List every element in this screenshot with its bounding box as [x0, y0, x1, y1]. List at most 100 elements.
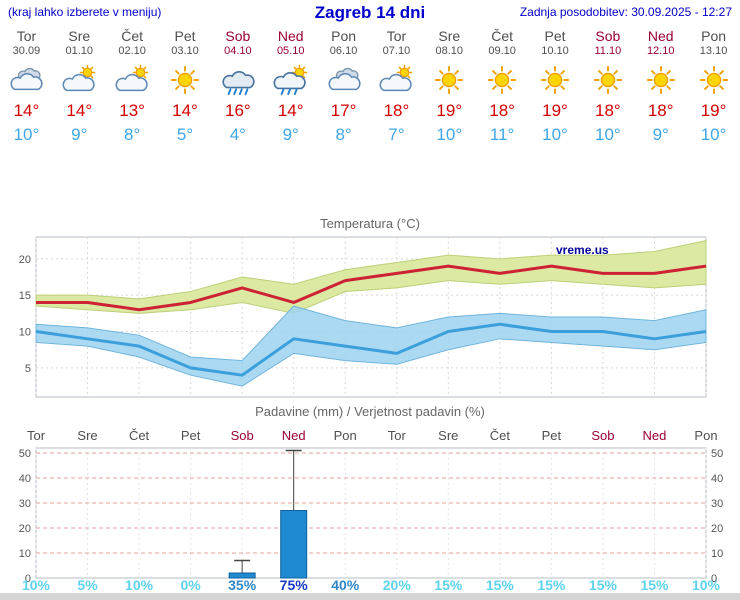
- min-temperature: 10°: [542, 125, 568, 144]
- forecast-day-column: Ned 12.10 18° 9°: [634, 28, 687, 145]
- min-temperature: 10°: [13, 125, 40, 144]
- min-temperature: 9°: [71, 125, 88, 144]
- precip-bar: [228, 572, 256, 579]
- day-name: Čet: [121, 28, 144, 44]
- precip-probability: 5%: [77, 577, 98, 593]
- day-date: 06.10: [329, 45, 358, 57]
- svg-text:40: 40: [711, 473, 723, 485]
- day-date: 03.10: [171, 45, 199, 57]
- day-name: Čet: [491, 28, 514, 44]
- day-name: Sob: [595, 28, 621, 44]
- min-temperature: 10°: [700, 125, 727, 144]
- last-update-timestamp: Zadnja posodobitev: 30.09.2025 - 12:27: [519, 5, 732, 19]
- day-name: Pet: [174, 28, 196, 44]
- forecast-day-column: Čet 02.10 13° 8°: [106, 28, 159, 145]
- precip-day-label: Ned: [642, 428, 667, 443]
- svg-text:10: 10: [19, 327, 31, 339]
- min-temperature: 8°: [335, 125, 352, 144]
- min-temperature: 9°: [282, 125, 299, 144]
- max-temperature: 18°: [594, 101, 621, 120]
- sun-cloud-icon: [377, 64, 415, 96]
- sun-rain-icon: [272, 64, 310, 96]
- precip-probability: 10%: [125, 577, 154, 593]
- svg-text:5: 5: [25, 363, 31, 375]
- min-temp-band: [35, 305, 707, 387]
- day-name: Sre: [68, 28, 91, 44]
- min-temperature: 4°: [229, 125, 246, 144]
- location-menu-hint: (kraj lahko izberete v meniju): [8, 5, 162, 19]
- precip-bar: [280, 510, 308, 579]
- sun-cloud-icon: [60, 64, 98, 96]
- max-temperature: 19°: [700, 101, 727, 120]
- max-temperature: 19°: [542, 101, 568, 120]
- day-date: 01.10: [65, 45, 94, 57]
- day-name: Sob: [225, 28, 251, 44]
- day-date: 08.10: [435, 45, 464, 57]
- svg-text:50: 50: [711, 448, 723, 460]
- precip-day-label: Tor: [387, 428, 406, 443]
- day-date: 07.10: [382, 45, 411, 57]
- forecast-strip: Tor 30.09 14° 10° Sre 01.10 14° 9° Čet 0…: [0, 28, 740, 145]
- forecast-day-column: Sre 08.10 19° 10°: [423, 28, 476, 145]
- day-date: 09.10: [488, 45, 516, 57]
- temperature-chart-title: Temperatura (°C): [320, 216, 420, 231]
- precip-probability: 15%: [537, 577, 566, 593]
- forecast-day-column: Tor 30.09 14° 10°: [0, 28, 53, 145]
- precip-day-label: Pet: [180, 428, 201, 443]
- day-name: Tor: [16, 28, 37, 44]
- min-temperature: 9°: [652, 125, 669, 144]
- day-date: 30.09: [12, 45, 41, 57]
- svg-text:40: 40: [19, 473, 31, 485]
- svg-text:10: 10: [711, 548, 723, 560]
- day-name: Sre: [438, 28, 461, 44]
- cloudy-icon: [7, 64, 45, 96]
- precip-probability: 10%: [21, 577, 51, 593]
- min-temperature: 5°: [176, 125, 194, 144]
- day-date: 13.10: [699, 45, 728, 57]
- svg-text:0: 0: [25, 573, 31, 584]
- min-temperature: 10°: [436, 125, 463, 144]
- precipitation-chart: 0 0 10 10 20 20 30 30 40 40 50 50: [19, 447, 723, 584]
- rain-icon: [219, 64, 257, 96]
- temperature-chart: 5 10 15 20 vreme.us: [19, 236, 707, 398]
- sun-cloud-icon: [113, 64, 151, 96]
- day-date: 05.10: [276, 45, 305, 57]
- svg-text:20: 20: [711, 523, 723, 535]
- min-temperature: 7°: [388, 125, 405, 144]
- precip-probability-row: 10% 5% 10% 0% 35% 75% 40% 20% 15% 15% 15% 15% 15% 10%: [0, 577, 740, 593]
- max-temperature: 18°: [383, 101, 410, 120]
- precip-day-label: Pon: [694, 428, 718, 443]
- sunny-icon: [642, 64, 680, 96]
- precip-probability: 0%: [180, 577, 201, 593]
- precip-day-label: Pet: [541, 428, 562, 443]
- precip-day-label: Čet: [128, 428, 150, 443]
- precip-day-label: Čet: [489, 428, 510, 443]
- precip-probability: 75%: [279, 577, 308, 593]
- forecast-day-column: Sre 01.10 14° 9°: [53, 28, 106, 145]
- svg-text:50: 50: [19, 448, 31, 460]
- precip-probability: 40%: [331, 577, 360, 593]
- forecast-day-column: Pet 03.10 14° 5°: [159, 28, 212, 145]
- day-name: Pon: [701, 28, 727, 44]
- sunny-icon: [536, 64, 574, 96]
- precip-probability: 15%: [485, 577, 514, 593]
- max-temperature: 18°: [489, 101, 515, 120]
- watermark: vreme.us: [556, 243, 609, 257]
- forecast-day-column: Čet 09.10 18° 11°: [476, 28, 529, 145]
- max-temperature: 19°: [436, 101, 463, 120]
- svg-text:10: 10: [19, 548, 31, 560]
- precip-day-labels-row: Tor Sre Čet Pet Sob Ned Pon Tor Sre Čet Pet Sob Ned P…: [0, 428, 740, 446]
- svg-text:30: 30: [19, 498, 31, 510]
- max-temp-line: [36, 264, 707, 312]
- day-name: Ned: [277, 28, 304, 44]
- sunny-icon: [695, 64, 733, 96]
- forecast-day-column: Sob 04.10 16° 4°: [211, 28, 264, 145]
- precip-day-label: Sre: [438, 428, 459, 443]
- precip-probability: 10%: [691, 577, 721, 593]
- max-temperature: 13°: [119, 101, 145, 120]
- svg-text:20: 20: [19, 254, 31, 266]
- footer-strip: [0, 593, 740, 600]
- max-temperature: 14°: [277, 101, 304, 120]
- svg-text:30: 30: [711, 498, 723, 510]
- day-name: Ned: [647, 28, 674, 44]
